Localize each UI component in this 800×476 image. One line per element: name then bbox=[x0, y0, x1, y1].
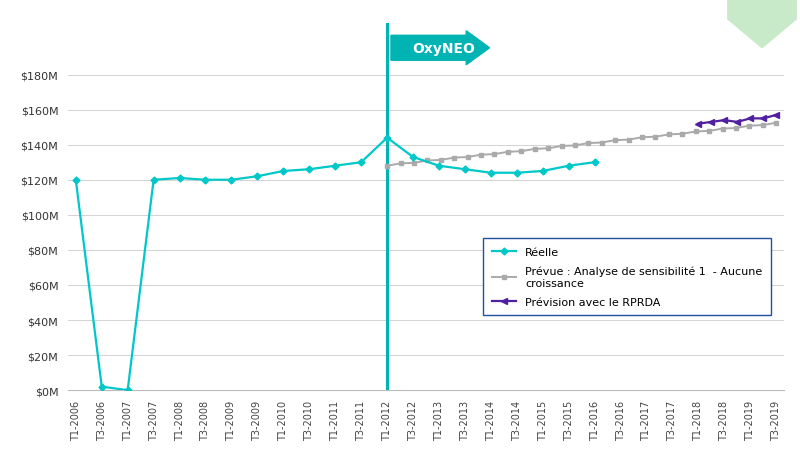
Prévue : Analyse de sensibilité 1  - Aucune
croissance: (12.5, 1.29e+08): Analyse de sensibilité 1 - Aucune croiss… bbox=[396, 161, 406, 167]
Réelle bbox=[486, 170, 496, 176]
Prévision avec le RPRDA bbox=[733, 120, 742, 126]
Prévue : Analyse de sensibilité 1  - Aucune
croissance: (19.8, 1.41e+08): Analyse de sensibilité 1 - Aucune croiss… bbox=[583, 141, 593, 147]
Réelle bbox=[382, 136, 392, 141]
Prévue : Analyse de sensibilité 1  - Aucune
croissance: (20.3, 1.41e+08): Analyse de sensibilité 1 - Aucune croiss… bbox=[597, 140, 606, 146]
Prévue : Analyse de sensibilité 1  - Aucune
croissance: (22.9, 1.46e+08): Analyse de sensibilité 1 - Aucune croiss… bbox=[664, 132, 674, 138]
FancyArrow shape bbox=[728, 0, 796, 49]
Réelle bbox=[538, 169, 547, 175]
Prévue : Analyse de sensibilité 1  - Aucune
croissance: (19.2, 1.4e+08): Analyse de sensibilité 1 - Aucune croiss… bbox=[570, 143, 580, 149]
Prévue : Analyse de sensibilité 1  - Aucune
croissance: (21.3, 1.43e+08): Analyse de sensibilité 1 - Aucune croiss… bbox=[624, 138, 634, 143]
Prévue : Analyse de sensibilité 1  - Aucune
croissance: (26.5, 1.51e+08): Analyse de sensibilité 1 - Aucune croiss… bbox=[758, 123, 767, 129]
Prévue : Analyse de sensibilité 1  - Aucune
croissance: (25.4, 1.5e+08): Analyse de sensibilité 1 - Aucune croiss… bbox=[731, 126, 741, 131]
FancyArrow shape bbox=[391, 32, 490, 66]
Prévue : Analyse de sensibilité 1  - Aucune
croissance: (14.1, 1.31e+08): Analyse de sensibilité 1 - Aucune croiss… bbox=[436, 158, 446, 163]
Prévue : Analyse de sensibilité 1  - Aucune
croissance: (16.1, 1.35e+08): Analyse de sensibilité 1 - Aucune croiss… bbox=[490, 152, 499, 158]
Prévision avec le RPRDA bbox=[746, 116, 755, 122]
Réelle bbox=[590, 160, 599, 166]
Legend: Réelle, Prévue : Analyse de sensibilité 1  - Aucune
croissance, Prévision avec l: Réelle, Prévue : Analyse de sensibilité … bbox=[483, 238, 771, 316]
Prévue : Analyse de sensibilité 1  - Aucune
croissance: (13, 1.3e+08): Analyse de sensibilité 1 - Aucune croiss… bbox=[409, 160, 418, 166]
Réelle bbox=[149, 178, 158, 183]
Prévision avec le RPRDA bbox=[706, 120, 716, 126]
Réelle bbox=[305, 167, 314, 173]
Réelle bbox=[253, 174, 262, 180]
Réelle bbox=[434, 164, 444, 169]
Réelle bbox=[201, 178, 210, 183]
Réelle bbox=[512, 170, 522, 176]
Réelle bbox=[174, 176, 184, 181]
Réelle bbox=[408, 155, 418, 160]
Prévue : Analyse de sensibilité 1  - Aucune
croissance: (27, 1.52e+08): Analyse de sensibilité 1 - Aucune croiss… bbox=[771, 120, 781, 126]
Line: Prévue : Analyse de sensibilité 1  - Aucune
croissance: Prévue : Analyse de sensibilité 1 - Aucu… bbox=[385, 121, 778, 169]
Prévue : Analyse de sensibilité 1  - Aucune
croissance: (23.4, 1.46e+08): Analyse de sensibilité 1 - Aucune croiss… bbox=[678, 132, 687, 138]
Prévue : Analyse de sensibilité 1  - Aucune
croissance: (13.6, 1.31e+08): Analyse de sensibilité 1 - Aucune croiss… bbox=[422, 159, 432, 164]
Réelle bbox=[278, 169, 288, 175]
Réelle bbox=[123, 387, 133, 393]
Text: OxyNEO: OxyNEO bbox=[413, 42, 475, 56]
Réelle bbox=[97, 384, 106, 390]
Réelle bbox=[356, 160, 366, 166]
Prévision avec le RPRDA bbox=[694, 121, 703, 127]
Prévue : Analyse de sensibilité 1  - Aucune
croissance: (18.7, 1.39e+08): Analyse de sensibilité 1 - Aucune croiss… bbox=[557, 144, 566, 149]
Prévue : Analyse de sensibilité 1  - Aucune
croissance: (24.9, 1.49e+08): Analyse de sensibilité 1 - Aucune croiss… bbox=[718, 127, 727, 132]
Prévue : Analyse de sensibilité 1  - Aucune
croissance: (26, 1.51e+08): Analyse de sensibilité 1 - Aucune croiss… bbox=[745, 124, 754, 129]
Prévue : Analyse de sensibilité 1  - Aucune
croissance: (20.8, 1.43e+08): Analyse de sensibilité 1 - Aucune croiss… bbox=[610, 138, 620, 144]
Réelle bbox=[330, 164, 340, 169]
Prévue : Analyse de sensibilité 1  - Aucune
croissance: (22.3, 1.45e+08): Analyse de sensibilité 1 - Aucune croiss… bbox=[650, 135, 660, 140]
Prévue : Analyse de sensibilité 1  - Aucune
croissance: (24.4, 1.48e+08): Analyse de sensibilité 1 - Aucune croiss… bbox=[704, 129, 714, 135]
Prévue : Analyse de sensibilité 1  - Aucune
croissance: (17.2, 1.36e+08): Analyse de sensibilité 1 - Aucune croiss… bbox=[517, 149, 526, 155]
Prévue : Analyse de sensibilité 1  - Aucune
croissance: (14.6, 1.33e+08): Analyse de sensibilité 1 - Aucune croiss… bbox=[450, 155, 459, 161]
Prévision avec le RPRDA bbox=[719, 118, 729, 124]
Prévue : Analyse de sensibilité 1  - Aucune
croissance: (16.7, 1.36e+08): Analyse de sensibilité 1 - Aucune croiss… bbox=[503, 149, 513, 155]
Line: Réelle: Réelle bbox=[74, 136, 597, 393]
Prévision avec le RPRDA bbox=[758, 116, 768, 122]
Prévision avec le RPRDA bbox=[771, 113, 781, 119]
Prévue : Analyse de sensibilité 1  - Aucune
croissance: (15.6, 1.34e+08): Analyse de sensibilité 1 - Aucune croiss… bbox=[476, 152, 486, 158]
Line: Prévision avec le RPRDA: Prévision avec le RPRDA bbox=[695, 112, 780, 128]
Prévue : Analyse de sensibilité 1  - Aucune
croissance: (23.9, 1.48e+08): Analyse de sensibilité 1 - Aucune croiss… bbox=[691, 129, 701, 135]
Prévue : Analyse de sensibilité 1  - Aucune
croissance: (12, 1.28e+08): Analyse de sensibilité 1 - Aucune croiss… bbox=[382, 164, 392, 169]
Prévue : Analyse de sensibilité 1  - Aucune
croissance: (21.8, 1.44e+08): Analyse de sensibilité 1 - Aucune croiss… bbox=[638, 135, 647, 141]
Réelle bbox=[71, 178, 81, 183]
Réelle bbox=[564, 164, 574, 169]
Prévue : Analyse de sensibilité 1  - Aucune
croissance: (18.2, 1.38e+08): Analyse de sensibilité 1 - Aucune croiss… bbox=[543, 146, 553, 152]
Réelle bbox=[460, 167, 470, 173]
Prévue : Analyse de sensibilité 1  - Aucune
croissance: (15.1, 1.33e+08): Analyse de sensibilité 1 - Aucune croiss… bbox=[462, 155, 472, 160]
Réelle bbox=[226, 178, 236, 183]
Prévue : Analyse de sensibilité 1  - Aucune
croissance: (17.7, 1.38e+08): Analyse de sensibilité 1 - Aucune croiss… bbox=[530, 147, 539, 152]
